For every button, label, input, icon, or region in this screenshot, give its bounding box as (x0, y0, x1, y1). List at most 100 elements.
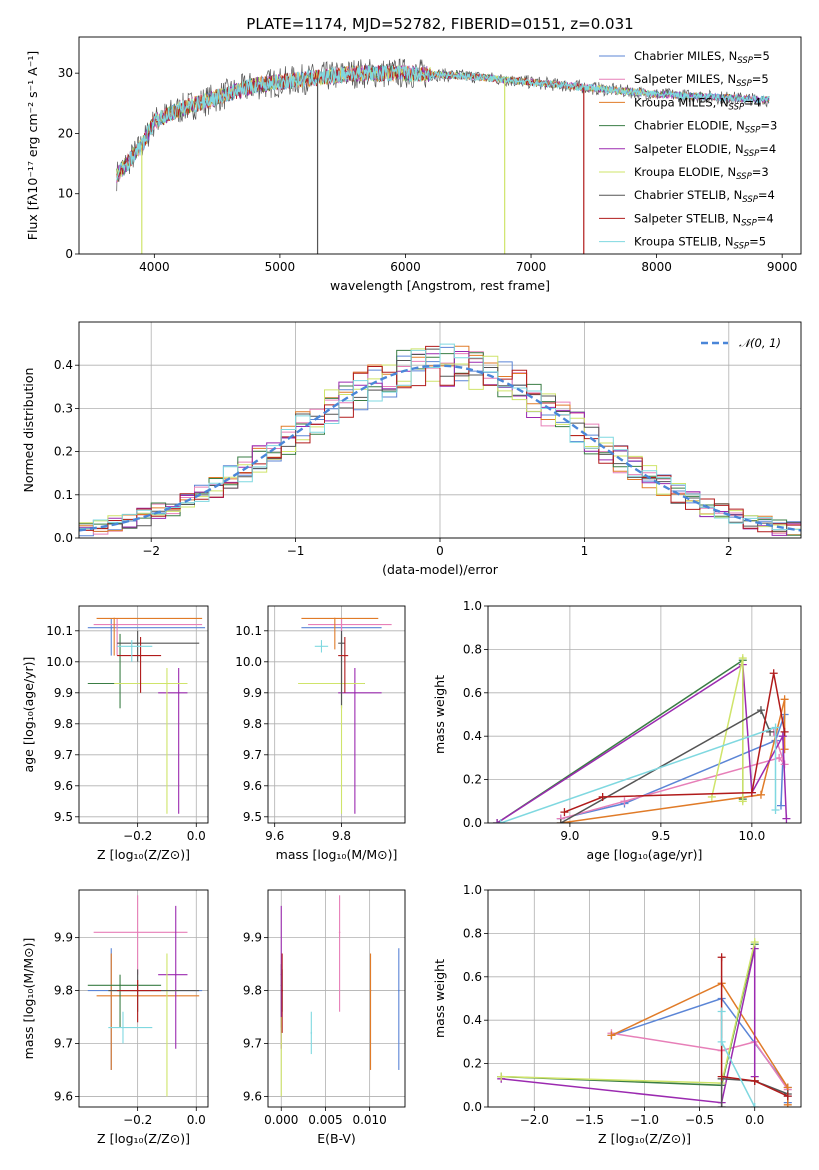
axes-frame (267, 605, 406, 824)
x-tick-label: 0.0 (745, 1113, 764, 1127)
y-tick-label: 9.9 (243, 931, 262, 945)
x-tick-label: 9000 (767, 260, 798, 274)
x-tick-label: 4000 (139, 260, 170, 274)
weight-marker (717, 953, 726, 962)
legend-text: Chabrier MILES, N (634, 49, 737, 63)
weight-marker (717, 1103, 726, 1107)
legend-text: =3 (752, 165, 769, 179)
legend-subscript: SSP (745, 126, 761, 136)
x-axis-label: Z [log₁₀(Z/Z⊙)] (97, 1131, 190, 1146)
data-point (340, 623, 343, 626)
weight-line (500, 726, 777, 823)
axes-frame (78, 605, 209, 824)
y-tick-label: 1.0 (463, 599, 482, 613)
data-point (110, 626, 113, 629)
gaussian-reference (79, 364, 801, 532)
plot-area-mass_vs_Z (87, 895, 203, 1097)
y-axis-label: mass weight (432, 959, 447, 1038)
legend-entry: Kroupa ELODIE, NSSP=3 (634, 165, 769, 182)
legend-text: =3 (760, 119, 777, 133)
x-axis-label: age [log₁₀(age/yr)] (587, 847, 703, 862)
axes-frame (487, 889, 802, 1108)
legend-entry: Salpeter MILES, NSSP=5 (634, 72, 769, 89)
chart-spectrum: 4000 5000 6000 7000 8000 9000 0 10 20 30 wavelengt… (25, 36, 802, 293)
weight-marker (738, 654, 747, 663)
y-tick-label: 9.9 (54, 686, 73, 700)
axes-frame (487, 605, 802, 824)
legend-text: =5 (749, 235, 766, 249)
y-tick-label: 9.7 (243, 748, 262, 762)
x-axis-label: Z [log₁₀(Z/Z⊙)] (97, 847, 190, 862)
x-tick-label: −0.5 (685, 1113, 714, 1127)
x-tick-label: −1.0 (630, 1113, 659, 1127)
weight-marker (496, 819, 505, 823)
data-point (113, 617, 115, 620)
x-tick-label: 6000 (390, 260, 421, 274)
plot-area-residuals (79, 343, 801, 537)
weight-marker (769, 669, 778, 678)
data-point (280, 1042, 283, 1045)
x-tick-label: 2 (725, 544, 733, 558)
legend-entry: Salpeter STELIB, NSSP=4 (634, 211, 774, 228)
axes-frame (78, 321, 802, 539)
legend-subscript: SSP (736, 79, 752, 89)
y-tick-label: 0.0 (463, 1100, 482, 1114)
weight-marker (783, 1100, 792, 1107)
weight-marker (717, 1037, 726, 1046)
y-axis-label: age [log₁₀(age/yr)] (21, 657, 36, 773)
plot-area-weight_vs_age (493, 654, 791, 823)
data-point (340, 642, 343, 644)
y-tick-label: 9.9 (54, 931, 73, 945)
x-tick-label: −1.5 (575, 1113, 604, 1127)
x-tick-label: 9.0 (560, 829, 579, 843)
x-tick-label: 0.010 (352, 1113, 386, 1127)
plot-area-age_vs_Z (87, 617, 206, 814)
data-point (136, 989, 139, 992)
x-tick-label: −1 (287, 544, 305, 558)
weight-line (611, 1032, 789, 1091)
figure-title: PLATE=1174, MJD=52782, FIBERID=0151, z=0… (246, 15, 633, 33)
weight-marker (771, 805, 780, 814)
chart-residuals: −2 −1 0 1 2 0.0 0.1 0.2 0.3 0.4 (data-model)/error… (21, 321, 802, 577)
weight-marker (780, 695, 789, 704)
weight-marker (771, 723, 780, 732)
x-tick-label: 1 (581, 544, 589, 558)
y-tick-label: 9.7 (54, 1036, 73, 1050)
legend-text: Kroupa ELODIE, N (634, 165, 736, 179)
y-tick-label: 10.1 (46, 624, 73, 638)
data-point (320, 645, 323, 648)
legend-text: Salpeter STELIB, N (634, 211, 741, 225)
legend-subscript: SSP (736, 172, 752, 182)
weight-marker (493, 819, 502, 823)
weight-marker (747, 788, 756, 797)
data-point (110, 995, 113, 997)
data-point (136, 931, 139, 934)
axes-frame (78, 889, 209, 1108)
x-tick-label: 5000 (265, 260, 296, 274)
weight-line (501, 941, 756, 1084)
spectrum-line (116, 65, 657, 178)
y-tick-label: 10.0 (46, 655, 73, 669)
chart-mass_vs_ebv: 0.000 0.005 0.010 9.6 9.7 9.8 9.9 E(B-V) (243, 889, 406, 1146)
weight-marker (607, 1031, 616, 1040)
data-point (354, 692, 356, 694)
legend-text: =5 (752, 72, 769, 86)
weight-line (560, 699, 786, 823)
legend-text: =4 (758, 188, 775, 202)
legend-entry: Kroupa STELIB, NSSP=5 (634, 235, 766, 252)
weight-line (501, 948, 756, 1104)
axes-frame (78, 36, 802, 255)
y-tick-label: 10.1 (235, 624, 262, 638)
x-tick-label: −2 (142, 544, 160, 558)
legend-entry: Chabrier ELODIE, NSSP=3 (634, 119, 777, 136)
axes-frame (267, 889, 406, 1108)
y-tick-label: 30 (58, 66, 73, 80)
data-point (119, 984, 121, 987)
weight-marker (775, 753, 784, 762)
data-point (122, 1026, 124, 1029)
x-axis-label: mass [log₁₀(M/M⊙)] (276, 847, 398, 862)
y-tick-label: 0.6 (463, 686, 482, 700)
spectrum-line (116, 65, 770, 181)
weight-marker (782, 814, 791, 823)
x-tick-label: 7000 (516, 260, 547, 274)
